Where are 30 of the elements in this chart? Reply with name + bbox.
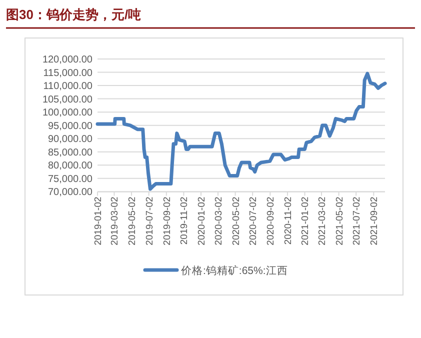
y-tick-label: 85,000.00 — [48, 147, 93, 158]
y-tick-label: 110,000.00 — [43, 81, 93, 92]
x-tick-label: 2020-11-02 — [282, 196, 294, 245]
x-tick-label: 2019-05-02 — [127, 196, 138, 246]
title: 图30：钨价走势，元/吨 — [6, 7, 142, 22]
x-tick-label: 2020-01-02 — [196, 196, 208, 246]
x-tick-label: 2019-09-02 — [162, 196, 173, 246]
x-tick-label: 2021-01-02 — [300, 196, 312, 246]
y-tick-label: 90,000.00 — [48, 134, 93, 146]
y-tick-label: 95,000.00 — [48, 120, 93, 132]
x-tick-label: 2020-03-02 — [214, 196, 224, 246]
x-tick-label: 2019-11-02 — [179, 196, 190, 245]
legend-label: 价格:钨精矿:65%:江西 — [180, 264, 288, 277]
x-tick-label: 2021-09-02 — [369, 196, 380, 246]
y-tick-label: 120,000.00 — [42, 54, 93, 66]
x-tick-label: 2019-03-02 — [110, 196, 121, 246]
x-tick-label: 2020-05-02 — [230, 196, 242, 246]
y-tick-label: 80,000.00 — [48, 160, 93, 172]
x-tick-label: 2021-07-02 — [352, 196, 363, 246]
x-tick-label: 2020-09-02 — [266, 196, 277, 246]
y-tick-label: 105,000.00 — [42, 94, 93, 106]
x-tick-label: 2021-05-02 — [334, 196, 346, 246]
x-tick-label: 2020-07-02 — [248, 196, 260, 246]
x-tick-label: 2019-01-02 — [93, 196, 104, 246]
y-tick-label: 70,000.00 — [48, 187, 93, 198]
y-tick-label: 75,000.00 — [48, 174, 93, 185]
x-tick-label: 2019-07-02 — [144, 196, 156, 246]
y-tick-label: 100,000.00 — [42, 108, 93, 119]
y-tick-label: 115,000.00 — [43, 68, 93, 79]
x-tick-label: 2021-03-02 — [316, 196, 328, 246]
